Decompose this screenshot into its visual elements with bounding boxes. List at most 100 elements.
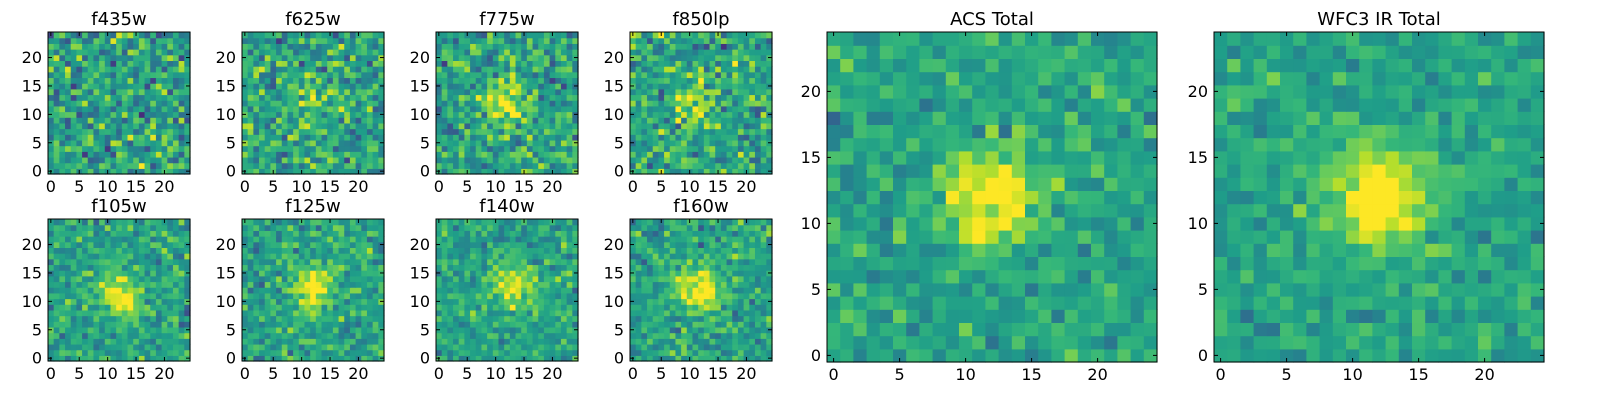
heatmap-cell bbox=[641, 298, 648, 305]
heatmap-cell bbox=[172, 145, 180, 152]
heatmap-cell bbox=[692, 332, 699, 339]
heatmap-cell bbox=[560, 219, 568, 226]
heatmap-cell bbox=[259, 309, 266, 317]
heatmap-cell bbox=[366, 128, 374, 135]
heatmap-cell bbox=[737, 275, 745, 283]
heatmap-cell bbox=[378, 105, 385, 113]
heatmap-cell bbox=[549, 94, 556, 101]
heatmap-cell bbox=[247, 281, 254, 288]
heatmap-cell bbox=[658, 275, 665, 283]
heatmap-cell bbox=[167, 338, 174, 345]
heatmap-cell bbox=[675, 156, 682, 164]
heatmap-cell bbox=[555, 151, 562, 158]
heatmap-cell bbox=[560, 134, 568, 141]
heatmap-cell bbox=[276, 94, 283, 101]
heatmap-cell bbox=[760, 122, 767, 130]
heatmap-cell bbox=[498, 309, 505, 317]
heatmap-cell bbox=[253, 258, 260, 266]
heatmap-cell bbox=[287, 332, 294, 339]
heatmap-cell bbox=[161, 100, 168, 107]
heatmap-cell bbox=[276, 88, 283, 96]
heatmap-cell bbox=[349, 134, 357, 141]
heatmap-cell bbox=[635, 139, 642, 147]
heatmap-cell bbox=[82, 309, 89, 317]
heatmap-cell bbox=[692, 117, 699, 124]
heatmap-cell bbox=[743, 88, 750, 96]
y-tick-label: 10 bbox=[410, 105, 430, 124]
heatmap-cell bbox=[70, 122, 77, 130]
heatmap-cell bbox=[726, 287, 733, 294]
heatmap-cell bbox=[344, 236, 351, 243]
heatmap-cell bbox=[543, 338, 551, 345]
heatmap-cell bbox=[715, 343, 722, 351]
heatmap-cell bbox=[754, 281, 762, 288]
heatmap-cell bbox=[509, 236, 517, 243]
heatmap-cell bbox=[253, 315, 260, 322]
heatmap-cell bbox=[138, 54, 146, 61]
heatmap-cell bbox=[321, 71, 328, 79]
heatmap-cell bbox=[293, 128, 300, 135]
heatmap-cell bbox=[458, 224, 465, 231]
heatmap-cell bbox=[669, 321, 677, 328]
heatmap-cell bbox=[264, 151, 271, 158]
heatmap-cell bbox=[709, 343, 716, 351]
heatmap-cell bbox=[253, 281, 260, 288]
heatmap-cell bbox=[726, 54, 733, 61]
heatmap-cell bbox=[184, 71, 191, 79]
heatmap-cell bbox=[521, 292, 528, 300]
heatmap-cell bbox=[242, 247, 249, 254]
heatmap-cell bbox=[532, 332, 539, 339]
heatmap-cell bbox=[133, 292, 140, 300]
heatmap-cell bbox=[515, 145, 522, 152]
heatmap-cell bbox=[133, 321, 140, 328]
heatmap-cell bbox=[53, 60, 60, 67]
heatmap-cell bbox=[276, 247, 283, 254]
heatmap-cell bbox=[93, 168, 100, 175]
heatmap-cell bbox=[361, 349, 368, 356]
heatmap-cell bbox=[749, 105, 756, 113]
heatmap-cell bbox=[737, 49, 745, 56]
heatmap-cell bbox=[378, 77, 385, 84]
heatmap-cell bbox=[372, 281, 379, 288]
heatmap-cell bbox=[287, 88, 294, 96]
heatmap-cell bbox=[155, 128, 163, 135]
heatmap-cell bbox=[310, 83, 317, 90]
heatmap-cell bbox=[366, 253, 374, 260]
heatmap-cell bbox=[464, 315, 471, 322]
heatmap-cell bbox=[150, 151, 157, 158]
heatmap-cell bbox=[732, 151, 739, 158]
heatmap-cell bbox=[470, 275, 477, 283]
heatmap-cell bbox=[242, 151, 249, 158]
heatmap-cell bbox=[481, 66, 488, 73]
heatmap-cell bbox=[150, 54, 157, 61]
heatmap-cell bbox=[766, 287, 773, 294]
heatmap-cell bbox=[635, 304, 642, 311]
heatmap-cell bbox=[242, 275, 249, 283]
heatmap-cell bbox=[144, 134, 151, 141]
heatmap-cell bbox=[82, 77, 89, 84]
heatmap-cell bbox=[332, 49, 340, 56]
heatmap-cell bbox=[110, 275, 117, 283]
heatmap-cell bbox=[487, 287, 494, 294]
heatmap-cell bbox=[298, 287, 306, 294]
heatmap-cell bbox=[70, 156, 77, 164]
heatmap-cell bbox=[509, 326, 517, 334]
heatmap-cell bbox=[737, 321, 745, 328]
heatmap-cell bbox=[560, 230, 568, 237]
heatmap-cell bbox=[447, 224, 454, 231]
heatmap-cell bbox=[53, 105, 60, 113]
heatmap-cell bbox=[709, 83, 716, 90]
heatmap-cell bbox=[155, 253, 163, 260]
heatmap-cell bbox=[475, 168, 483, 175]
heatmap-cell bbox=[65, 32, 72, 39]
heatmap-cell bbox=[543, 219, 551, 226]
heatmap-cell bbox=[327, 321, 334, 328]
heatmap-cell bbox=[344, 355, 351, 362]
heatmap-cell bbox=[99, 326, 106, 334]
heatmap-cell bbox=[572, 105, 579, 113]
heatmap-cell bbox=[543, 94, 551, 101]
heatmap-cell bbox=[53, 122, 60, 130]
heatmap-cell bbox=[127, 94, 134, 101]
heatmap-cell bbox=[293, 275, 300, 283]
heatmap-cell bbox=[82, 355, 89, 362]
